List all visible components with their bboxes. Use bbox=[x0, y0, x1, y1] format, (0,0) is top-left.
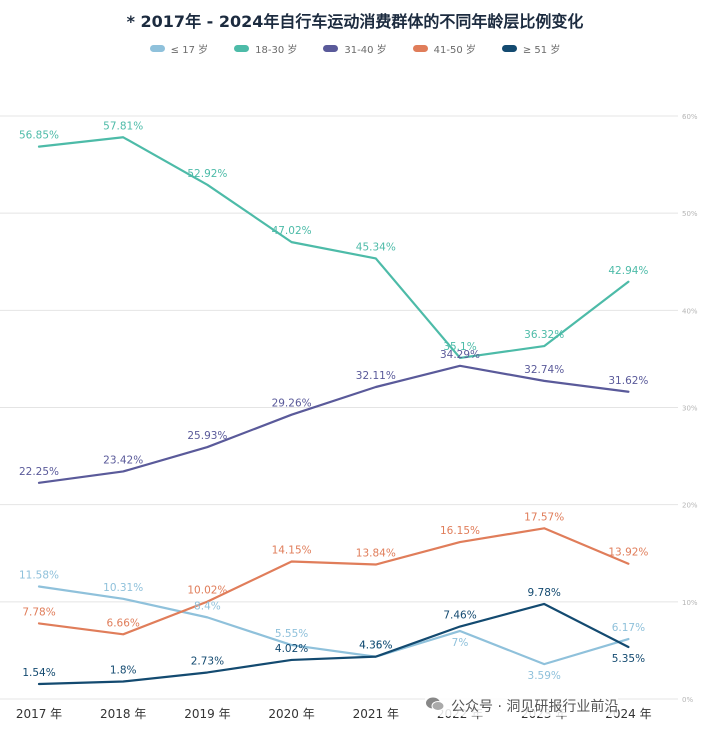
x-tick-label: 2020 年 bbox=[268, 707, 314, 721]
series-line bbox=[37, 602, 630, 686]
data-label: 3.59% bbox=[528, 670, 561, 682]
chart-title: * 2017年 - 2024年自行车运动消费群体的不同年龄层比例变化 bbox=[126, 12, 584, 31]
data-label: 6.66% bbox=[107, 617, 140, 629]
data-label: 32.74% bbox=[524, 364, 564, 376]
y-tick-label: 10% bbox=[682, 599, 698, 607]
series-line bbox=[37, 136, 630, 360]
legend-label: ≤ 17 岁 bbox=[170, 45, 209, 56]
legend-item: ≤ 17 岁 bbox=[149, 41, 209, 56]
data-label: 11.58% bbox=[19, 569, 59, 581]
legend-item: ≥ 51 岁 bbox=[501, 41, 561, 56]
data-label: 6.17% bbox=[612, 622, 645, 634]
data-label: 36.32% bbox=[524, 329, 564, 341]
legend-label: 31-40 岁 bbox=[344, 45, 387, 56]
x-tick-label: 2019 年 bbox=[184, 707, 230, 721]
legend-swatch bbox=[412, 45, 428, 52]
y-tick-label: 60% bbox=[682, 113, 698, 121]
data-label: 13.84% bbox=[356, 548, 396, 560]
data-label: 35.1% bbox=[443, 341, 476, 353]
watermark-text: 公众号 · 洞见研报行业前沿 bbox=[451, 699, 619, 715]
series-line bbox=[37, 585, 630, 666]
data-label: 7.46% bbox=[443, 610, 476, 622]
data-label: 10.02% bbox=[187, 585, 227, 597]
series-line bbox=[37, 364, 630, 484]
legend-label: ≥ 51 岁 bbox=[522, 45, 561, 56]
data-label: 14.15% bbox=[272, 545, 312, 557]
data-label: 32.11% bbox=[356, 370, 396, 382]
legend-label: 18-30 岁 bbox=[255, 45, 298, 56]
data-label: 5.55% bbox=[275, 628, 308, 640]
data-label: 34.29% bbox=[440, 349, 480, 361]
chart-legend: ≤ 17 岁 18-30 岁 31-40 岁 41-50 岁 ≥ 51 岁 bbox=[0, 41, 710, 56]
wechat-icon bbox=[425, 697, 445, 714]
legend-item: 18-30 岁 bbox=[234, 41, 297, 56]
data-label: 8.4% bbox=[194, 600, 221, 612]
y-tick-label: 20% bbox=[682, 502, 698, 510]
data-label: 16.15% bbox=[440, 525, 480, 537]
data-label: 1.54% bbox=[22, 667, 55, 679]
data-label: 22.25% bbox=[19, 466, 59, 478]
x-tick-label: 2021 年 bbox=[353, 707, 399, 721]
x-tick-label: 2018 年 bbox=[100, 707, 146, 721]
data-label: 4.02% bbox=[275, 643, 308, 655]
data-label: 17.57% bbox=[524, 511, 564, 523]
data-label: 45.34% bbox=[356, 241, 396, 253]
data-label: 52.92% bbox=[187, 168, 227, 180]
watermark: 公众号 · 洞见研报行业前沿 bbox=[425, 696, 619, 716]
data-label: 42.94% bbox=[608, 265, 648, 277]
legend-swatch bbox=[149, 45, 165, 52]
data-label: 10.31% bbox=[103, 582, 143, 594]
y-tick-label: 40% bbox=[682, 307, 698, 315]
data-label: 7% bbox=[452, 637, 469, 649]
y-tick-label: 30% bbox=[682, 405, 698, 413]
data-label: 4.36% bbox=[359, 640, 392, 652]
data-label: 29.26% bbox=[272, 398, 312, 410]
data-label: 56.85% bbox=[19, 130, 59, 142]
data-label: 2.73% bbox=[191, 655, 224, 667]
data-label: 9.78% bbox=[528, 587, 561, 599]
data-label: 47.02% bbox=[272, 225, 312, 237]
data-label: 13.92% bbox=[608, 547, 648, 559]
legend-swatch bbox=[501, 45, 517, 52]
y-tick-label: 0% bbox=[682, 696, 693, 704]
data-label: 23.42% bbox=[103, 454, 143, 466]
x-tick-label: 2017 年 bbox=[16, 707, 62, 721]
legend-item: 31-40 岁 bbox=[323, 41, 387, 56]
legend-label: 41-50 岁 bbox=[433, 45, 476, 56]
y-tick-label: 50% bbox=[682, 210, 698, 218]
data-label: 57.81% bbox=[103, 120, 143, 132]
legend-swatch bbox=[234, 45, 250, 52]
data-label: 31.62% bbox=[608, 375, 648, 387]
data-label: 7.78% bbox=[22, 606, 55, 618]
data-label: 5.35% bbox=[612, 653, 645, 665]
series-line bbox=[37, 527, 630, 636]
data-label: 1.8% bbox=[110, 665, 137, 677]
data-label: 25.93% bbox=[187, 430, 227, 442]
legend-swatch bbox=[323, 45, 339, 52]
data-label: 4.35% bbox=[359, 640, 392, 652]
legend-item: 41-50 岁 bbox=[412, 41, 476, 56]
